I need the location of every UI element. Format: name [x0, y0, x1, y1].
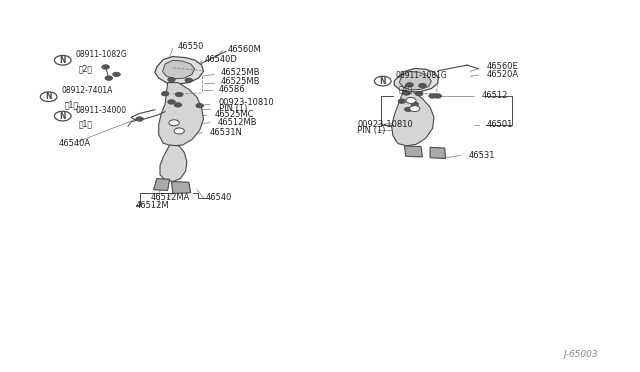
- Text: N: N: [60, 56, 66, 65]
- Polygon shape: [404, 146, 422, 157]
- Text: 08912-7401A: 08912-7401A: [61, 86, 113, 95]
- Text: N: N: [380, 77, 386, 86]
- Polygon shape: [172, 182, 191, 193]
- Polygon shape: [430, 147, 445, 158]
- Polygon shape: [160, 145, 187, 182]
- Text: 〈1）: 〈1）: [79, 120, 93, 129]
- Circle shape: [411, 102, 419, 106]
- Text: 46520A: 46520A: [486, 70, 518, 79]
- Circle shape: [434, 94, 442, 98]
- Polygon shape: [159, 83, 204, 146]
- Circle shape: [415, 92, 423, 96]
- Text: 46560E: 46560E: [486, 62, 518, 71]
- Text: 46540A: 46540A: [59, 139, 91, 148]
- Circle shape: [169, 120, 179, 126]
- Circle shape: [174, 103, 182, 107]
- Text: PIN (1): PIN (1): [357, 126, 385, 135]
- Text: 00923-10810: 00923-10810: [357, 121, 413, 129]
- Text: 46540D: 46540D: [205, 55, 237, 64]
- Text: 46525MB: 46525MB: [221, 68, 260, 77]
- Text: 46501: 46501: [486, 121, 513, 129]
- Circle shape: [196, 103, 204, 108]
- Text: 〈1）: 〈1）: [65, 100, 79, 109]
- Text: 46512: 46512: [481, 92, 508, 100]
- Circle shape: [136, 117, 143, 121]
- Text: 〈2）: 〈2）: [79, 64, 93, 73]
- Text: N: N: [60, 112, 66, 121]
- Text: 46531: 46531: [468, 151, 495, 160]
- Circle shape: [404, 107, 412, 112]
- Circle shape: [174, 128, 184, 134]
- Circle shape: [161, 92, 169, 96]
- Polygon shape: [394, 68, 438, 92]
- Polygon shape: [154, 179, 170, 190]
- Text: 08911-1081G: 08911-1081G: [396, 71, 447, 80]
- Text: 46586: 46586: [219, 85, 246, 94]
- Circle shape: [105, 76, 113, 80]
- Circle shape: [419, 83, 426, 88]
- Polygon shape: [163, 60, 195, 79]
- Text: 46512MA: 46512MA: [150, 193, 190, 202]
- Text: 08911-1082G: 08911-1082G: [76, 50, 127, 59]
- Text: 46560M: 46560M: [227, 45, 261, 54]
- Circle shape: [403, 91, 410, 95]
- Text: 08911-34000: 08911-34000: [76, 106, 127, 115]
- Circle shape: [168, 100, 175, 104]
- Text: PIN (1): PIN (1): [219, 104, 247, 113]
- Text: 46550: 46550: [178, 42, 204, 51]
- Text: 46525MB: 46525MB: [221, 77, 260, 86]
- Circle shape: [429, 94, 436, 98]
- Text: 46540: 46540: [206, 193, 232, 202]
- Text: 46525MC: 46525MC: [214, 110, 254, 119]
- Polygon shape: [399, 71, 431, 90]
- Circle shape: [410, 106, 420, 112]
- Circle shape: [185, 78, 193, 83]
- Text: 46531N: 46531N: [210, 128, 243, 137]
- Text: N: N: [45, 92, 52, 101]
- Text: 46512MB: 46512MB: [218, 118, 257, 126]
- Circle shape: [406, 83, 413, 87]
- Polygon shape: [392, 92, 434, 146]
- Text: J-65003: J-65003: [563, 350, 598, 359]
- Circle shape: [113, 72, 120, 77]
- Circle shape: [102, 65, 109, 69]
- Circle shape: [175, 92, 183, 97]
- Text: 00923-10810: 00923-10810: [219, 98, 275, 107]
- Text: 46512M: 46512M: [136, 201, 170, 210]
- Polygon shape: [155, 57, 204, 84]
- Circle shape: [168, 77, 175, 82]
- Text: 〈4）: 〈4）: [399, 85, 413, 94]
- Circle shape: [406, 97, 416, 103]
- Circle shape: [398, 99, 406, 103]
